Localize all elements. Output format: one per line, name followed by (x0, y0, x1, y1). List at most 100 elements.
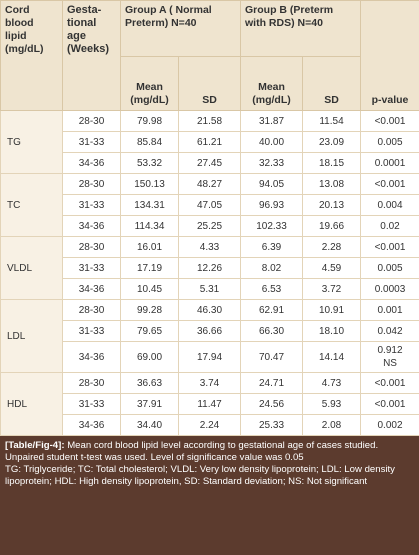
data-cell: 0.02 (360, 215, 419, 237)
data-cell: 5.31 (177, 278, 242, 300)
data-cell: 34-36 (62, 414, 121, 436)
data-cell: 4.33 (177, 236, 242, 258)
data-cell: 0.0001 (360, 152, 419, 174)
table-row: 34-36 34.40 2.24 25.33 2.08 0.002 (1, 414, 419, 436)
table-row: 34-36 114.34 25.25 102.33 19.66 0.02 (1, 215, 419, 237)
lipid-cell: LDL (0, 299, 63, 373)
header-cell: p-value (360, 0, 419, 111)
data-cell: 0.042 (360, 320, 419, 342)
header-cell: Mean (mg/dL) (240, 56, 304, 111)
table-row: 31-33 134.31 47.05 96.93 20.13 0.004 (1, 194, 419, 216)
data-cell: 28-30 (62, 236, 121, 258)
data-cell: 36.63 (120, 372, 179, 394)
data-cell: 36.66 (177, 320, 242, 342)
data-cell: 47.05 (177, 194, 242, 216)
data-cell: 8.02 (240, 257, 304, 279)
data-cell: 12.26 (177, 257, 242, 279)
data-cell: <0.001 (360, 393, 419, 415)
data-cell: 37.91 (120, 393, 179, 415)
data-cell: 34-36 (62, 341, 121, 373)
header-cell: Gesta-tional age (Weeks) (62, 0, 121, 111)
table-row: 31-33 17.19 12.26 8.02 4.59 0.005 (1, 257, 419, 279)
data-cell: <0.001 (360, 110, 419, 132)
data-cell: 99.28 (120, 299, 179, 321)
data-cell: 53.32 (120, 152, 179, 174)
table-body: TG 28-30 79.98 21.58 31.87 11.54 <0.001 31-33 85… (0, 110, 419, 436)
lipid-table: Cord blood lipid (mg/dL) Gesta-tional ag… (0, 0, 419, 436)
header-cell: SD (302, 56, 362, 111)
data-cell: 3.74 (177, 372, 242, 394)
caption-note: TG: Triglyceride; TC: Total cholesterol;… (5, 464, 395, 487)
header-cell: Cord blood lipid (mg/dL) (0, 0, 63, 111)
data-cell: 27.45 (177, 152, 242, 174)
header-cell: Group A ( Normal Preterm) N=40 (119, 0, 242, 57)
data-cell: 18.10 (302, 320, 362, 342)
header-cell: SD (177, 56, 242, 111)
data-cell: 69.00 (120, 341, 179, 373)
caption-notes: Unpaired student t-test was used. Level … (5, 452, 414, 488)
data-cell: 20.13 (302, 194, 362, 216)
lipid-cell: HDL (0, 372, 63, 436)
data-cell: 31-33 (62, 257, 121, 279)
caption-label: [Table/Fig-4]: (5, 440, 65, 451)
data-cell: 61.21 (177, 131, 242, 153)
lipid-cell: TC (0, 173, 63, 237)
data-cell: 31-33 (62, 393, 121, 415)
data-cell: 28-30 (62, 173, 121, 195)
lipid-cell: TG (0, 110, 63, 174)
data-cell: 17.94 (177, 341, 242, 373)
data-cell: 46.30 (177, 299, 242, 321)
data-cell: 31-33 (62, 320, 121, 342)
data-cell: 85.84 (120, 131, 179, 153)
data-cell: 16.01 (120, 236, 179, 258)
data-cell: 25.33 (240, 414, 304, 436)
caption-title: [Table/Fig-4]: Mean cord blood lipid lev… (5, 440, 414, 452)
data-cell: 2.08 (302, 414, 362, 436)
data-cell: 24.56 (240, 393, 304, 415)
data-cell: 14.14 (302, 341, 362, 373)
data-cell: 10.45 (120, 278, 179, 300)
data-cell: 28-30 (62, 372, 121, 394)
table-row: 34-36 53.32 27.45 32.33 18.15 0.0001 (1, 152, 419, 174)
data-cell: 6.39 (240, 236, 304, 258)
data-cell: 32.33 (240, 152, 304, 174)
caption-note: Unpaired student t-test was used. Level … (5, 452, 304, 463)
data-cell: 34-36 (62, 278, 121, 300)
data-cell: 0.002 (360, 414, 419, 436)
table-row: LDL 28-30 99.28 46.30 62.91 10.91 0.001 (0, 299, 419, 373)
caption: [Table/Fig-4]: Mean cord blood lipid lev… (0, 436, 419, 555)
data-cell: 31.87 (240, 110, 304, 132)
data-cell: 28-30 (62, 110, 121, 132)
data-cell: 0.001 (360, 299, 419, 321)
data-cell: 23.09 (302, 131, 362, 153)
data-cell: 5.93 (302, 393, 362, 415)
data-cell: <0.001 (360, 372, 419, 394)
header-cell: Group B (Preterm with RDS) N=40 (240, 0, 362, 57)
lipid-cell: VLDL (0, 236, 63, 300)
table-row: TG 28-30 79.98 21.58 31.87 11.54 <0.001 (0, 110, 419, 174)
table-row: 34-36 69.00 17.94 70.47 14.14 0.912 NS (1, 341, 419, 373)
header-cell: Mean (mg/dL) (120, 56, 179, 111)
data-cell: 11.54 (302, 110, 362, 132)
data-cell: 0.0003 (360, 278, 419, 300)
data-cell: 4.73 (302, 372, 362, 394)
data-cell: 19.66 (302, 215, 362, 237)
data-cell: 34-36 (62, 152, 121, 174)
data-cell: 3.72 (302, 278, 362, 300)
data-cell: 62.91 (240, 299, 304, 321)
data-cell: 4.59 (302, 257, 362, 279)
data-cell: 25.25 (177, 215, 242, 237)
table-row: 34-36 10.45 5.31 6.53 3.72 0.0003 (1, 278, 419, 300)
table-row: 31-33 37.91 11.47 24.56 5.93 <0.001 (1, 393, 419, 415)
data-cell: 2.28 (302, 236, 362, 258)
data-cell: 17.19 (120, 257, 179, 279)
data-cell: 2.24 (177, 414, 242, 436)
table-row: 31-33 85.84 61.21 40.00 23.09 0.005 (1, 131, 419, 153)
data-cell: 114.34 (120, 215, 179, 237)
data-cell: 0.005 (360, 257, 419, 279)
table-row: TC 28-30 150.13 48.27 94.05 13.08 <0.001 (0, 173, 419, 237)
data-cell: <0.001 (360, 236, 419, 258)
data-cell: 11.47 (177, 393, 242, 415)
data-cell: 6.53 (240, 278, 304, 300)
data-cell: 34.40 (120, 414, 179, 436)
